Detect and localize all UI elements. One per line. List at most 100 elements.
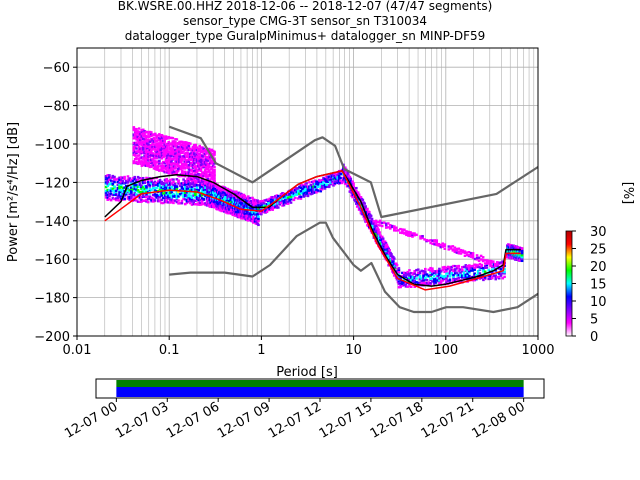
density-cell xyxy=(473,279,476,282)
density-cell xyxy=(433,239,436,242)
density-cell xyxy=(373,224,377,228)
density-cell xyxy=(374,222,378,226)
y-tick-label: −60 xyxy=(43,61,70,76)
density-cell xyxy=(185,179,189,183)
density-cell xyxy=(503,268,506,271)
density-cell xyxy=(468,264,471,267)
density-cell xyxy=(207,155,211,158)
density-cell xyxy=(188,158,192,161)
density-cell xyxy=(250,213,253,216)
density-cell xyxy=(133,145,137,148)
density-cell xyxy=(399,227,402,231)
density-cell xyxy=(118,181,121,184)
density-cell xyxy=(435,241,439,244)
density-cell xyxy=(325,183,328,186)
density-cell xyxy=(139,152,142,155)
density-cell xyxy=(155,136,158,139)
density-cell xyxy=(130,192,133,196)
density-cell xyxy=(187,179,190,182)
density-cell xyxy=(175,160,179,163)
density-cell xyxy=(487,259,491,263)
density-cell xyxy=(436,271,439,274)
density-cell xyxy=(485,262,489,265)
density-cell xyxy=(258,211,262,215)
density-cell xyxy=(408,275,411,279)
density-cell xyxy=(316,185,320,189)
x-tick-label: 100 xyxy=(433,343,458,358)
density-cell xyxy=(143,163,146,167)
density-cell xyxy=(192,192,196,195)
density-cell xyxy=(190,198,194,201)
density-cell xyxy=(319,190,323,193)
density-cell xyxy=(185,185,189,188)
density-cell xyxy=(170,178,174,181)
density-cell xyxy=(106,174,110,177)
density-cell xyxy=(141,185,145,189)
density-cell xyxy=(445,266,448,270)
density-cell xyxy=(183,202,187,206)
density-cell xyxy=(210,159,214,163)
density-cell xyxy=(319,179,323,183)
density-cell xyxy=(160,169,164,172)
density-cell xyxy=(148,156,152,159)
density-cell xyxy=(199,176,203,179)
density-cell xyxy=(150,179,153,182)
density-cell xyxy=(179,144,183,148)
density-cell xyxy=(108,197,111,201)
density-cell xyxy=(203,174,207,178)
density-cell xyxy=(318,181,321,185)
density-cell xyxy=(170,171,173,175)
density-cell xyxy=(185,198,189,202)
density-cell xyxy=(206,162,210,166)
density-cell xyxy=(246,215,249,219)
density-cell xyxy=(155,139,158,143)
density-cell xyxy=(141,194,145,198)
density-cell xyxy=(443,270,446,274)
density-cell xyxy=(431,239,434,242)
density-cell xyxy=(438,279,441,282)
density-cell xyxy=(153,193,157,196)
density-cell xyxy=(153,187,157,190)
density-cell xyxy=(155,168,158,171)
density-cell xyxy=(149,138,153,141)
density-cell xyxy=(475,263,478,267)
density-cell xyxy=(452,273,455,277)
density-cell xyxy=(205,155,208,159)
density-cell xyxy=(158,156,161,159)
density-cell xyxy=(135,188,138,191)
density-cell xyxy=(210,167,214,170)
density-cell xyxy=(192,184,196,188)
colorbar-scale xyxy=(565,230,573,337)
density-cell xyxy=(392,260,395,263)
density-cell xyxy=(349,179,353,183)
density-cell xyxy=(154,132,157,136)
density-cell xyxy=(459,271,462,274)
density-cell xyxy=(389,251,392,255)
density-cell xyxy=(180,163,184,167)
density-cell xyxy=(144,153,148,157)
density-cell xyxy=(187,173,191,176)
density-cell xyxy=(372,220,376,223)
density-cell xyxy=(150,180,153,183)
density-cell xyxy=(473,273,476,277)
density-cell xyxy=(132,146,136,149)
density-cell xyxy=(171,150,175,153)
density-cell xyxy=(408,284,411,288)
density-cell xyxy=(246,214,249,218)
density-cell xyxy=(144,162,148,165)
density-cell xyxy=(155,166,158,169)
density-cell xyxy=(137,141,141,145)
density-cell xyxy=(185,187,189,191)
density-cell xyxy=(255,213,259,216)
density-cell xyxy=(170,170,173,173)
density-cell xyxy=(197,164,200,167)
density-cell xyxy=(187,177,191,180)
x-tick-label: 10 xyxy=(345,343,362,358)
density-cell xyxy=(209,174,212,178)
density-cell xyxy=(166,162,169,166)
density-cell xyxy=(284,195,287,198)
density-cell xyxy=(140,191,143,194)
density-cell xyxy=(141,188,145,191)
density-cell xyxy=(170,146,173,149)
density-cell xyxy=(408,269,411,272)
